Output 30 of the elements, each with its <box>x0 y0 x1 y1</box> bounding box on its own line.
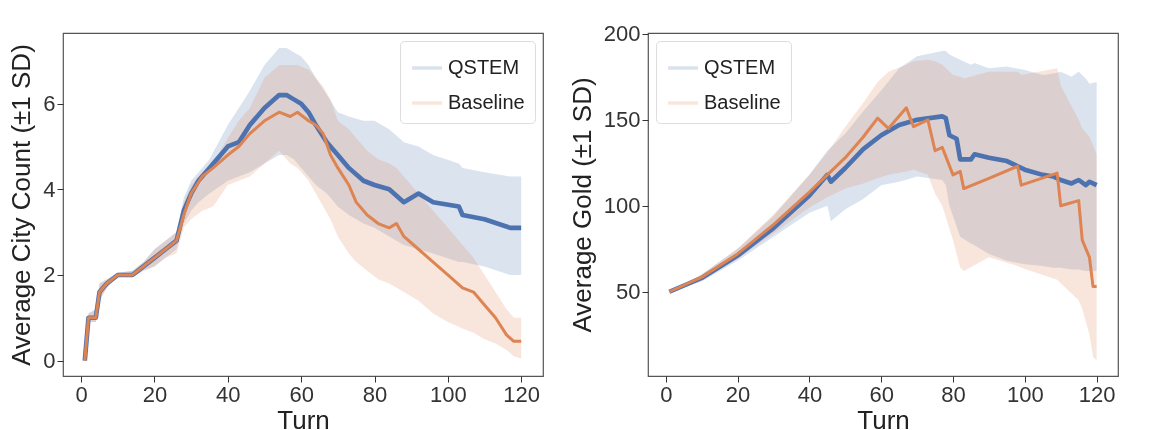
y-tick-label: 6 <box>43 91 56 117</box>
legend-label: Baseline <box>704 91 781 113</box>
x-tick-label: 80 <box>362 381 388 407</box>
y-tick-label: 0 <box>43 348 56 374</box>
x-tick-label: 60 <box>289 381 314 407</box>
x-tick-label: 20 <box>142 381 168 407</box>
x-tick-label: 60 <box>869 381 894 407</box>
y-tick-label: 2 <box>43 262 56 288</box>
x-tick-label: 100 <box>429 381 467 407</box>
legend-label: QSTEM <box>704 56 776 78</box>
y-axis-title: Average Gold (±1 SD) <box>566 77 597 333</box>
x-tick-label: 100 <box>1006 381 1044 407</box>
x-tick-label: 120 <box>1078 381 1116 407</box>
y-tick-label: 150 <box>603 107 641 133</box>
x-tick-label: 0 <box>660 381 673 407</box>
y-tick-label: 100 <box>603 193 641 219</box>
x-tick-label: 20 <box>725 381 751 407</box>
x-tick-label: 40 <box>797 381 823 407</box>
x-tick-label: 40 <box>216 381 241 407</box>
y-axis-title: Average City Count (±1 SD) <box>6 44 37 366</box>
y-tick-label: 50 <box>616 279 641 305</box>
x-axis-title: Turn <box>857 404 910 430</box>
x-tick-label: 120 <box>503 381 541 407</box>
legend-label: QSTEM <box>448 56 520 78</box>
x-axis-title: Turn <box>277 404 330 430</box>
y-tick-label: 4 <box>43 176 56 202</box>
x-tick-label: 0 <box>75 381 88 407</box>
x-tick-label: 80 <box>941 381 966 407</box>
legend-label: Baseline <box>448 91 525 113</box>
y-tick-label: 200 <box>603 21 641 47</box>
